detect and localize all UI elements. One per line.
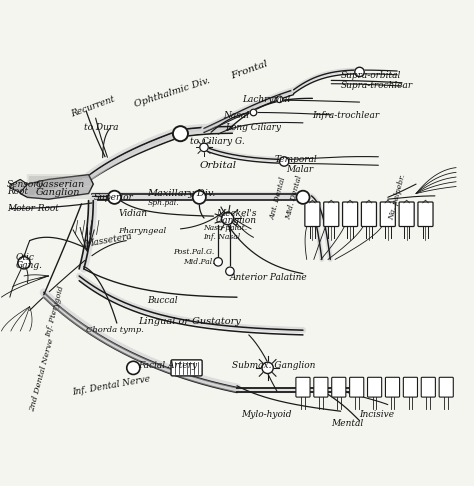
Text: Gang.: Gang. — [16, 260, 43, 270]
Text: Naso-palat.: Naso-palat. — [203, 225, 247, 232]
Text: Ganglion: Ganglion — [216, 216, 257, 226]
Circle shape — [221, 212, 234, 225]
Text: Ganglion: Ganglion — [36, 188, 80, 197]
FancyBboxPatch shape — [439, 377, 453, 397]
Text: Maxillary Div.: Maxillary Div. — [147, 189, 216, 198]
Text: Anterior Palatine: Anterior Palatine — [230, 273, 308, 282]
Text: to Dura: to Dura — [84, 123, 118, 132]
Text: Gasserian: Gasserian — [36, 180, 84, 189]
Text: Lingual or Gustatory: Lingual or Gustatory — [138, 317, 241, 326]
FancyBboxPatch shape — [361, 202, 376, 226]
FancyBboxPatch shape — [350, 377, 364, 397]
Text: Mid. Dental: Mid. Dental — [284, 174, 304, 220]
Text: Infra-trochlear: Infra-trochlear — [312, 111, 380, 120]
Polygon shape — [20, 174, 93, 199]
FancyBboxPatch shape — [403, 377, 418, 397]
FancyBboxPatch shape — [171, 360, 202, 376]
Text: Vidian: Vidian — [118, 209, 147, 218]
Text: Pharyngeal: Pharyngeal — [118, 227, 166, 235]
Text: Sensory: Sensory — [7, 180, 44, 189]
Text: Sph.pal.: Sph.pal. — [147, 199, 179, 207]
Text: Post.Pal.G.: Post.Pal.G. — [173, 248, 215, 257]
FancyBboxPatch shape — [324, 202, 339, 226]
FancyBboxPatch shape — [418, 202, 433, 226]
FancyBboxPatch shape — [385, 377, 400, 397]
Circle shape — [226, 267, 234, 276]
Text: Root: Root — [7, 187, 28, 196]
Text: Inf. Nasal: Inf. Nasal — [203, 233, 240, 241]
Text: Massetera: Massetera — [84, 232, 133, 249]
Text: Otic: Otic — [16, 253, 35, 261]
Circle shape — [355, 67, 364, 77]
Text: Supra-trochlear: Supra-trochlear — [341, 81, 413, 89]
Circle shape — [296, 191, 310, 204]
FancyBboxPatch shape — [305, 202, 320, 226]
Circle shape — [262, 362, 273, 374]
Circle shape — [108, 191, 121, 204]
Text: Ant. Dental: Ant. Dental — [269, 176, 288, 221]
FancyBboxPatch shape — [399, 202, 414, 226]
Text: Incisive: Incisive — [359, 410, 395, 418]
Text: Na. palpebr.: Na. palpebr. — [388, 173, 408, 221]
Circle shape — [200, 143, 208, 152]
Text: Supra-orbital: Supra-orbital — [341, 71, 401, 80]
Text: Recurrent: Recurrent — [70, 94, 116, 119]
Circle shape — [276, 96, 283, 103]
Polygon shape — [10, 179, 27, 192]
FancyBboxPatch shape — [332, 377, 346, 397]
FancyBboxPatch shape — [367, 377, 382, 397]
Text: 2nd Dental Nerve: 2nd Dental Nerve — [29, 337, 56, 413]
Circle shape — [250, 109, 257, 116]
Text: Malar: Malar — [286, 165, 314, 174]
Circle shape — [18, 257, 30, 269]
Text: Submax. Ganglion: Submax. Ganglion — [232, 361, 316, 369]
Text: Buccal: Buccal — [147, 296, 178, 306]
FancyBboxPatch shape — [380, 202, 395, 226]
Text: to Ciliary G.: to Ciliary G. — [190, 137, 245, 146]
Text: Lachrymal: Lachrymal — [242, 95, 290, 104]
Text: Motor Root: Motor Root — [7, 204, 59, 213]
Circle shape — [193, 191, 206, 204]
Text: Facial Artery: Facial Artery — [138, 361, 197, 369]
Circle shape — [127, 361, 140, 375]
Text: Inf. Pterygoid: Inf. Pterygoid — [45, 285, 66, 338]
Text: Long Ciliary: Long Ciliary — [225, 123, 281, 132]
Text: Mental: Mental — [331, 419, 364, 428]
Text: Orbital: Orbital — [199, 161, 237, 170]
Circle shape — [214, 258, 222, 266]
Text: Mylo-hyoid: Mylo-hyoid — [241, 410, 291, 418]
Text: Chorda tymp.: Chorda tymp. — [86, 326, 144, 334]
FancyBboxPatch shape — [421, 377, 436, 397]
Text: Nasal: Nasal — [223, 111, 249, 120]
Circle shape — [279, 157, 289, 166]
FancyBboxPatch shape — [343, 202, 357, 226]
Text: Superior: Superior — [93, 193, 133, 202]
Text: Mid.Pal.: Mid.Pal. — [183, 258, 214, 266]
FancyBboxPatch shape — [314, 377, 328, 397]
Circle shape — [173, 126, 188, 141]
Text: Ophthalmic Div.: Ophthalmic Div. — [133, 76, 211, 109]
Text: Temporal: Temporal — [275, 155, 318, 164]
Text: Frontal: Frontal — [230, 59, 269, 81]
Text: Inf. Dental Nerve: Inf. Dental Nerve — [71, 375, 151, 397]
FancyBboxPatch shape — [296, 377, 310, 397]
Text: Meckel's: Meckel's — [216, 209, 256, 218]
